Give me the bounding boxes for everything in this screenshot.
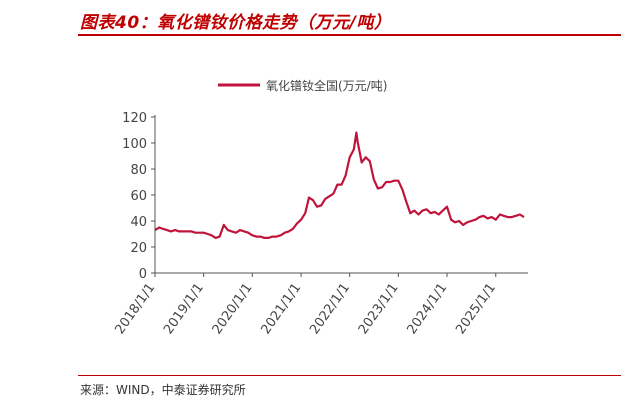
x-tick-label: 2020/1/1 <box>210 281 256 337</box>
y-tick-label: 80 <box>130 163 147 178</box>
footer-rule <box>78 375 612 376</box>
x-tick-label: 2023/1/1 <box>356 281 402 337</box>
x-tick-label: 2025/1/1 <box>453 281 499 337</box>
x-tick-label: 2022/1/1 <box>307 281 353 337</box>
chart-legend: 氧化镨钕全国(万元/吨) <box>218 78 387 93</box>
x-tick-label: 2024/1/1 <box>404 281 450 337</box>
figure-title: 图表40：氧化镨钕价格走势（万元/吨） <box>80 13 392 33</box>
source-note: 来源：WIND，中泰证券研究所 <box>80 383 246 397</box>
x-tick-label: 2021/1/1 <box>259 281 305 337</box>
title-rule-right <box>605 34 621 36</box>
y-tick-label: 0 <box>139 267 147 282</box>
x-tick-label: 2018/1/1 <box>112 281 158 337</box>
x-tick-label: 2019/1/1 <box>161 281 207 337</box>
plot-area <box>154 131 525 239</box>
y-tick-label: 40 <box>130 215 147 230</box>
y-tick-label: 120 <box>122 111 147 126</box>
legend-label: 氧化镨钕全国(万元/吨) <box>266 78 387 93</box>
footer-rule-right <box>605 375 621 376</box>
y-tick-label: 20 <box>130 241 147 256</box>
title-rule <box>78 34 612 36</box>
y-tick-label: 60 <box>130 189 147 204</box>
y-tick-label: 100 <box>122 137 147 152</box>
series-line <box>154 131 525 239</box>
